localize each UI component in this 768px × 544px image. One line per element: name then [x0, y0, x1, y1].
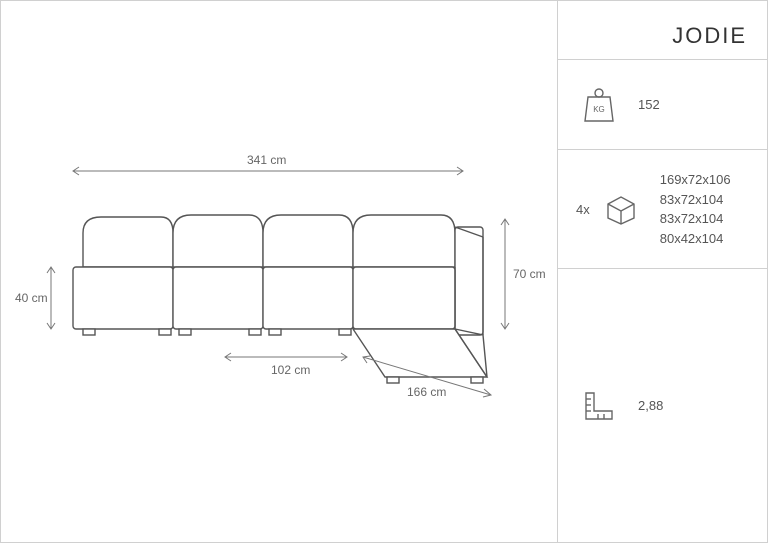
ruler-icon	[576, 389, 622, 423]
box-count: 4x	[576, 202, 590, 217]
dim-depth: 102 cm	[271, 363, 310, 377]
dim-seat-height: 40 cm	[15, 291, 48, 305]
box-line-2: 83x72x104	[660, 190, 731, 210]
box-dimensions: 169x72x106 83x72x104 83x72x104 80x42x104	[660, 170, 731, 248]
spec-panel: JODIE KG 152 4x 169x72x106 83x72x104 83x…	[558, 0, 768, 543]
sofa-diagram	[1, 1, 559, 544]
product-title: JODIE	[558, 1, 767, 60]
area-value: 2,88	[638, 396, 663, 416]
weight-value: 152	[638, 95, 660, 115]
diagram-panel: 341 cm 40 cm 102 cm 166 cm 70 cm	[0, 0, 558, 543]
spec-area: 2,88	[558, 269, 767, 542]
box-line-4: 80x42x104	[660, 229, 731, 249]
spec-boxes: 4x 169x72x106 83x72x104 83x72x104 80x42x…	[558, 150, 767, 269]
dim-chaise: 166 cm	[407, 385, 446, 399]
spec-weight: KG 152	[558, 60, 767, 150]
box-line-1: 169x72x106	[660, 170, 731, 190]
dim-width: 341 cm	[247, 153, 286, 167]
dim-height: 70 cm	[513, 267, 546, 281]
box-line-3: 83x72x104	[660, 209, 731, 229]
box-icon	[598, 192, 644, 226]
weight-icon: KG	[576, 87, 622, 123]
svg-text:KG: KG	[593, 105, 605, 114]
